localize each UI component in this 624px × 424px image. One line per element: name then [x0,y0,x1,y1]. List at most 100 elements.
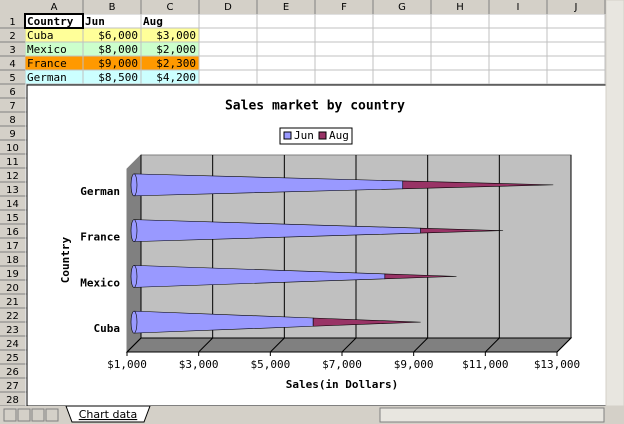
tab-nav-button[interactable] [45,408,59,422]
cone-base [130,219,138,242]
row-header: 6 [9,87,15,98]
row-header: 21 [6,297,19,308]
column-header: B [109,2,116,13]
chart-title: Sales market by country [225,99,405,114]
sheet-tab-label: Chart data [79,408,138,421]
column-header: I [517,2,520,13]
row-header: 8 [9,115,15,126]
grid-line [341,155,357,353]
cell-text: Country [27,15,74,28]
row-header: 7 [9,101,15,112]
x-tick-label: $11,000 [462,358,508,371]
cell-text: $9,000 [98,57,138,70]
column-header: F [341,2,347,13]
row-header: 23 [6,325,19,336]
cone-segment [402,180,554,190]
row-header: 17 [6,241,19,252]
legend-label: Aug [329,129,349,142]
cell [25,28,83,42]
row-header: 12 [6,171,19,182]
row-header: 25 [6,353,19,364]
cone-base [130,265,138,288]
row-header: 22 [6,311,19,322]
grid-line [269,155,285,353]
column-header: E [283,2,289,13]
row-header: 28 [6,395,19,406]
cone-segment [384,273,457,280]
cell-text: Aug [143,15,163,28]
category-label: France [80,231,120,244]
row-header: 11 [6,157,19,168]
legend-box [279,127,353,145]
column-header: J [574,2,578,13]
row-header: 3 [9,45,15,56]
category-label: German [80,185,120,198]
column-header: D [224,2,232,13]
row-header: 15 [6,213,19,224]
vertical-scrollbar [605,0,624,407]
row-header: 4 [9,59,15,70]
column-header-bar [0,0,606,14]
tab-nav-button[interactable] [31,408,45,422]
cell-text: $2,300 [156,57,196,70]
grid-line [484,155,500,353]
cell-text: $2,000 [156,43,196,56]
cone-base [130,310,138,334]
column-header: C [167,2,174,13]
cell [83,28,141,42]
grid-line [556,155,572,353]
tab-nav-button[interactable] [17,408,31,422]
cone-base [130,173,138,197]
cell-text: $8,000 [98,43,138,56]
column-header: A [51,2,58,13]
legend-swatch [283,131,292,140]
tab-nav-button[interactable] [3,408,17,422]
row-header: 13 [6,185,19,196]
category-label: Mexico [80,276,120,289]
cell-text: German [27,71,67,84]
legend-label: Jun [294,129,314,142]
x-tick-label: $1,000 [107,358,147,371]
row-header: 16 [6,227,19,238]
cell-text: $6,000 [98,29,138,42]
y-axis-label: Country [59,236,72,283]
cell [25,42,83,56]
x-axis-label: Sales(in Dollars) [286,378,399,391]
cell [141,42,199,56]
row-header: 20 [6,283,19,294]
x-tick-label: $7,000 [322,358,362,371]
row-header: 26 [6,367,19,378]
horizontal-scrollbar[interactable] [379,407,605,423]
row-header: 14 [6,199,19,210]
cell [83,14,141,28]
cell [83,42,141,56]
row-header: 5 [9,73,15,84]
active-cell [24,13,84,29]
row-header: 2 [9,31,15,42]
row-header: 18 [6,255,19,266]
row-header: 1 [9,17,15,28]
cell [141,56,199,70]
row-header: 24 [6,339,19,350]
cell [25,14,83,28]
row-header: 27 [6,381,19,392]
cone-segment [312,317,421,327]
cell-text: Cuba [27,29,54,42]
x-tick-label: $3,000 [179,358,219,371]
sheet-tab[interactable] [65,405,151,423]
cell [83,70,141,84]
cell [83,56,141,70]
legend-swatch [318,131,327,140]
x-tick-label: $9,000 [394,358,434,371]
cell-text: Jun [85,15,105,28]
row-header: 10 [6,143,19,154]
cone-segment [420,227,504,234]
x-tick-label: $13,000 [534,358,580,371]
row-header: 9 [9,129,15,140]
cell-text: $8,500 [98,71,138,84]
x-tick-label: $5,000 [250,358,290,371]
grid-line [126,155,142,353]
cell [141,14,199,28]
category-label: Cuba [94,322,121,335]
